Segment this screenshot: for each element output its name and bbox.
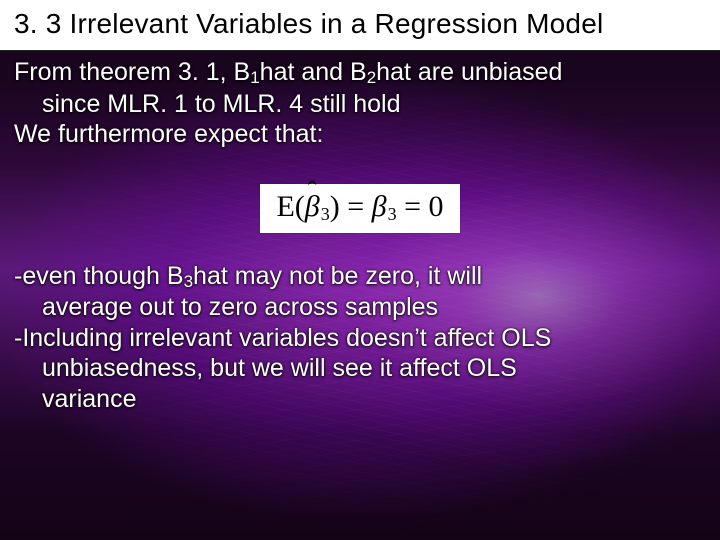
formula-sub3a: 3 bbox=[320, 204, 330, 224]
formula-beta-hat: β bbox=[305, 192, 320, 222]
upper-line1-c: hat are unbiased bbox=[376, 58, 562, 86]
upper-sub2: 2 bbox=[367, 68, 376, 87]
upper-line1-b: hat and B bbox=[260, 58, 367, 86]
lower-l5: variance bbox=[14, 384, 706, 415]
formula-sub3b: 3 bbox=[387, 204, 397, 224]
upper-line1-a: From theorem 3. 1, B bbox=[14, 58, 250, 86]
lower-l1-sub: 3 bbox=[184, 272, 193, 291]
lower-l1a: -even though B bbox=[14, 262, 184, 290]
upper-line3: We furthermore expect that: bbox=[14, 120, 323, 148]
formula-container: E(β3) = β3 = 0 bbox=[0, 184, 720, 233]
formula-beta2: β bbox=[372, 190, 387, 223]
formula-lparen: ( bbox=[295, 190, 305, 223]
formula-E: E bbox=[276, 190, 294, 223]
upper-sub1: 1 bbox=[250, 68, 259, 87]
slide-title: 3. 3 Irrelevant Variables in a Regressio… bbox=[14, 8, 706, 40]
lower-l1b: hat may not be zero, it will bbox=[193, 262, 482, 290]
title-bar: 3. 3 Irrelevant Variables in a Regressio… bbox=[0, 0, 720, 51]
formula-rparen: ) bbox=[330, 190, 340, 223]
expectation-formula: E(β3) = β3 = 0 bbox=[260, 184, 459, 233]
lower-l3: -Including irrelevant variables doesn’t … bbox=[14, 323, 706, 354]
lower-l2: average out to zero across samples bbox=[14, 292, 706, 323]
formula-zero: 0 bbox=[429, 190, 444, 223]
upper-text-block: From theorem 3. 1, B1hat and B2hat are u… bbox=[0, 51, 720, 158]
formula-eq1: = bbox=[340, 190, 372, 223]
formula-eq2: = bbox=[397, 190, 429, 223]
upper-line2: since MLR. 1 to MLR. 4 still hold bbox=[14, 89, 706, 120]
lower-text-block: -even though B3hat may not be zero, it w… bbox=[0, 261, 720, 415]
lower-l4: unbiasedness, but we will see it affect … bbox=[14, 353, 706, 384]
